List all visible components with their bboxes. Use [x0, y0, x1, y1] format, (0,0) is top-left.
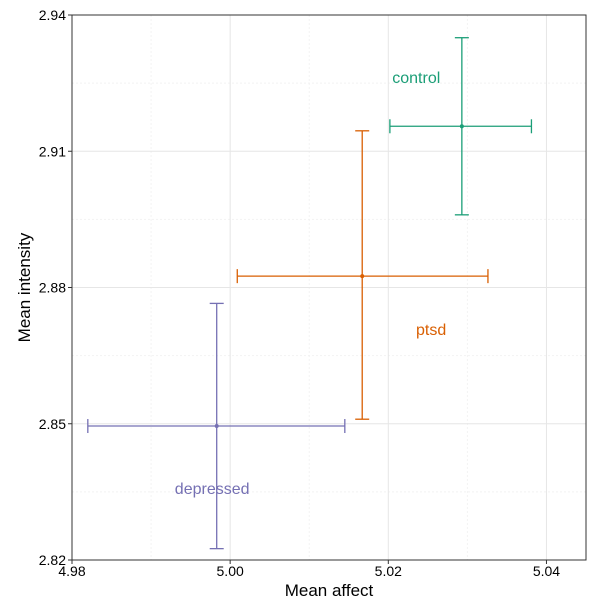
axis-tick-labels: 4.98 5.00 5.02 5.04 2.82 2.85 2.88 2.91 2.94: [39, 7, 561, 579]
group-label-ptsd: ptsd: [416, 322, 446, 339]
group-label-depressed: depressed: [175, 481, 250, 498]
group-label-control: control: [392, 70, 440, 87]
y-tick-label: 2.88: [39, 280, 66, 296]
point-group-control: [389, 37, 533, 216]
data-marks: [87, 37, 533, 550]
data-point: [459, 124, 464, 129]
y-axis-title: Mean intensity: [15, 232, 34, 342]
x-axis-title: Mean affect: [285, 581, 374, 599]
y-tick-label: 2.91: [39, 143, 66, 159]
group-labels: control ptsd depressed: [175, 70, 446, 498]
grid: [71, 14, 586, 561]
x-tick-label: 5.00: [217, 563, 244, 579]
data-point: [360, 274, 365, 279]
y-tick-label: 2.85: [39, 416, 66, 432]
y-tick-label: 2.94: [39, 7, 66, 23]
x-tick-label: 5.04: [533, 563, 560, 579]
data-point: [214, 424, 219, 429]
point-group-depressed: [87, 302, 346, 550]
x-tick-label: 5.02: [375, 563, 402, 579]
y-tick-label: 2.82: [39, 552, 66, 568]
x-tick-label: 4.98: [58, 563, 85, 579]
point-group-ptsd: [236, 130, 489, 420]
